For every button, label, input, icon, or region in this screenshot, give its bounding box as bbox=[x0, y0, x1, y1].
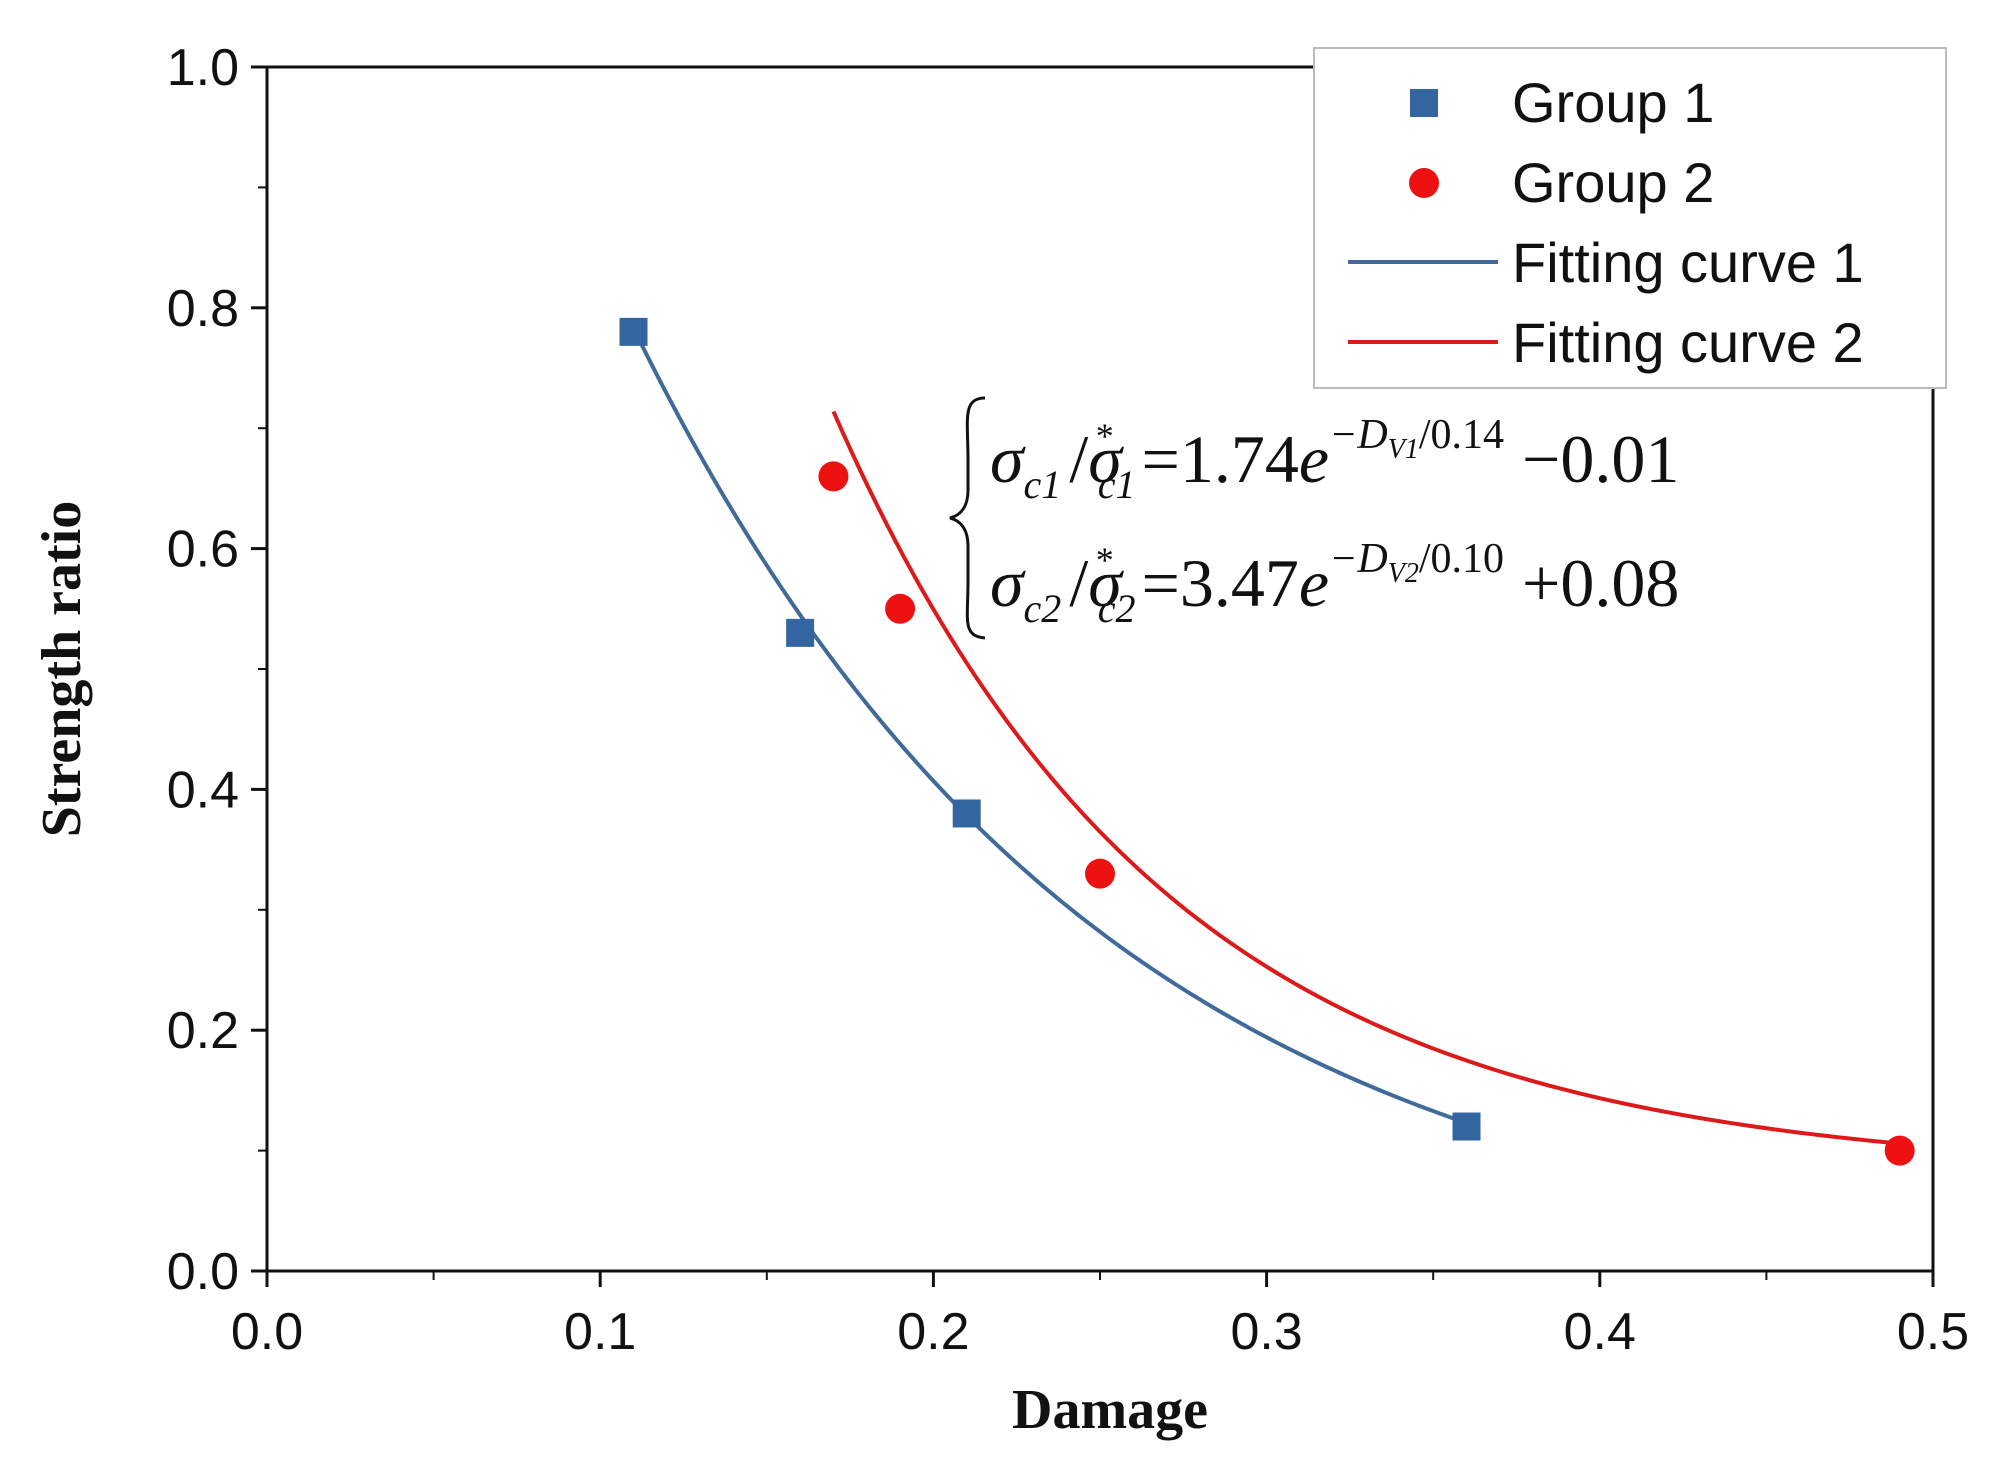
x-axis-title: Damage bbox=[1012, 1379, 1208, 1441]
legend-marker-group-1 bbox=[1410, 89, 1438, 117]
y-tick-label: 0.6 bbox=[167, 521, 239, 579]
legend-marker-group-2 bbox=[1409, 168, 1439, 198]
data-point-group-1 bbox=[786, 618, 815, 647]
data-point-group-2 bbox=[1085, 858, 1115, 889]
legend-label-fitting-curve-2: Fitting curve 2 bbox=[1512, 311, 1864, 374]
data-point-group-1 bbox=[619, 317, 648, 346]
legend-label-group-1: Group 1 bbox=[1512, 71, 1714, 134]
x-tick-label: 0.1 bbox=[564, 1303, 636, 1361]
y-tick-label: 0.8 bbox=[167, 280, 239, 338]
data-point-group-1 bbox=[952, 799, 981, 828]
y-axis-title: Strength ratio bbox=[31, 501, 93, 838]
x-tick-label: 0.2 bbox=[897, 1303, 969, 1361]
y-tick-label: 0.0 bbox=[167, 1243, 239, 1301]
fit-equations: σc1/σ* c1=1.74e−DV1/0.14 −0.01 σc2/σ* c2=3.… bbox=[949, 396, 1679, 640]
data-point-group-2 bbox=[1884, 1135, 1915, 1166]
fitting-curves bbox=[631, 327, 1900, 1146]
legend-label-fitting-curve-1: Fitting curve 1 bbox=[1512, 231, 1864, 294]
series-line-fitting-curve-1 bbox=[631, 327, 1468, 1125]
equation-2: σc2/σ* c2=3.47e−DV2/0.10 +0.08 bbox=[990, 536, 1679, 631]
legend: Group 1 Group 2 Fitting curve 1 Fitting … bbox=[1313, 47, 1947, 389]
x-tick-label: 0.4 bbox=[1564, 1303, 1636, 1361]
series-line-fitting-curve-2 bbox=[831, 410, 1900, 1146]
x-tick-label: 0.3 bbox=[1230, 1303, 1302, 1361]
equation-brace bbox=[949, 396, 986, 640]
data-point-group-2 bbox=[885, 593, 916, 624]
data-markers bbox=[619, 317, 1915, 1166]
axis-tick-labels: 0.0 0.1 0.2 0.3 0.4 0.5 0.0 0.2 0.4 0.6 0.8 1.0 bbox=[167, 39, 1969, 1361]
data-point-group-2 bbox=[818, 461, 849, 492]
equation-1: σc1/σ* c1=1.74e−DV1/0.14 −0.01 bbox=[990, 412, 1679, 507]
x-tick-label: 0.5 bbox=[1897, 1303, 1969, 1361]
y-tick-label: 0.4 bbox=[167, 761, 239, 819]
y-tick-label: 1.0 bbox=[167, 39, 239, 97]
y-tick-label: 0.2 bbox=[167, 1002, 239, 1060]
axis-ticks bbox=[251, 65, 1935, 1287]
data-point-group-1 bbox=[1452, 1112, 1481, 1141]
legend-label-group-2: Group 2 bbox=[1512, 151, 1714, 214]
legend-box bbox=[1313, 47, 1947, 389]
x-tick-label: 0.0 bbox=[231, 1303, 303, 1361]
